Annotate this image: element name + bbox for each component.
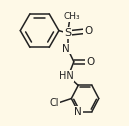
Text: O: O (84, 26, 92, 36)
Text: Cl: Cl (50, 99, 59, 108)
Text: O: O (86, 57, 94, 67)
Text: N: N (74, 107, 82, 117)
Text: HN: HN (59, 71, 73, 81)
Text: S: S (64, 28, 71, 38)
Text: N: N (62, 44, 70, 54)
Text: CH₃: CH₃ (63, 12, 80, 21)
